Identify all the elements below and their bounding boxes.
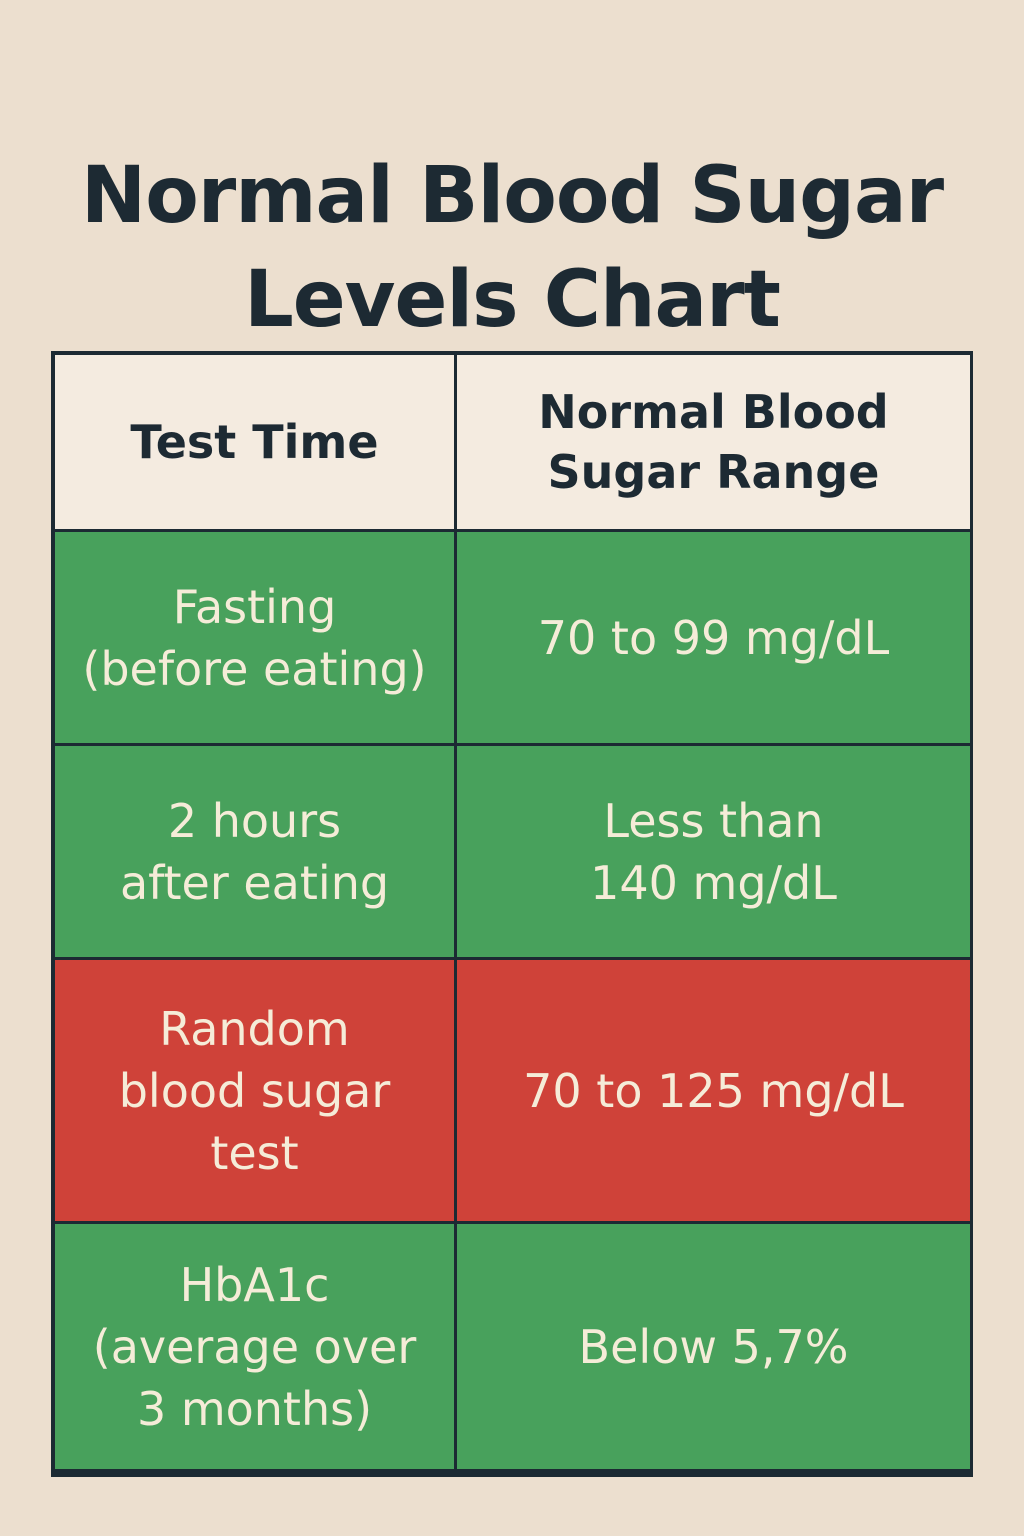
- row-2-range: Less than 140 mg/dL: [457, 746, 970, 957]
- row-1-range: 70 to 99 mg/dL: [457, 532, 970, 743]
- row-1-test-time: Fasting (before eating): [55, 532, 454, 743]
- page-title: Normal Blood Sugar Levels Chart: [0, 144, 1024, 352]
- page-title-line-2: Levels Chart: [244, 255, 781, 346]
- row-3-test-time: Random blood sugar test: [55, 960, 454, 1221]
- row-3-range: 70 to 125 mg/dL: [457, 960, 970, 1221]
- header-normal-range: Normal Blood Sugar Range: [457, 355, 970, 529]
- blood-sugar-table: Test Time Normal Blood Sugar Range Fasti…: [51, 351, 973, 1477]
- row-4-range: Below 5,7%: [457, 1224, 970, 1469]
- page-title-line-1: Normal Blood Sugar: [80, 151, 944, 242]
- header-test-time: Test Time: [55, 355, 454, 529]
- row-4-test-time: HbA1c (average over 3 months): [55, 1224, 454, 1469]
- row-2-test-time: 2 hours after eating: [55, 746, 454, 957]
